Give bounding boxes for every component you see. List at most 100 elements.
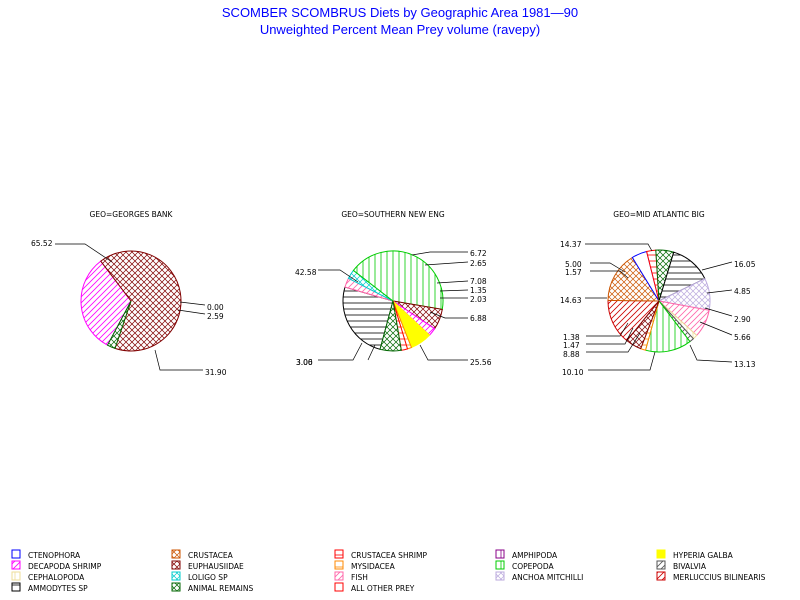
leader-line (429, 311, 468, 319)
slice-value-label: 7.08 (470, 277, 487, 286)
leader-line (590, 270, 629, 279)
leader-line (585, 243, 653, 252)
leader-line (419, 344, 468, 361)
leader-line (586, 327, 634, 345)
legend-item: HYPERIA GALBA (656, 549, 734, 560)
slice-value-label: 14.63 (560, 296, 582, 305)
leader-line (706, 289, 733, 294)
slice-value-label: 25.56 (470, 358, 492, 367)
legend-item: CRUSTACEA (171, 549, 234, 560)
pie-panel-1: GEO=GEORGES BANK 65.52 0.002.59 31.90 (31, 210, 227, 377)
legend-label: EUPHAUSIIDAE (188, 562, 244, 571)
legend-item: MYSIDACEA (334, 560, 396, 571)
legend-label: AMPHIPODA (512, 551, 558, 560)
legend-item: ALL OTHER PREY (334, 582, 415, 593)
pie-panel-3: GEO=MID ATLANTIC BIG 14.37 5.001.57 16.05 4.… (560, 210, 756, 377)
pie-title: GEO=GEORGES BANK (90, 210, 174, 219)
slice-value-label: 6.72 (470, 249, 487, 258)
legend-label: MYSIDACEA (351, 562, 396, 571)
leader-line (590, 262, 626, 273)
legend-label: LOLIGO SP (188, 573, 228, 582)
legend: CTENOPHORA CRUSTACEA CRUSTACEA SHRIMP AMPHI… (11, 549, 766, 593)
legend-swatch (656, 549, 666, 559)
legend-item: MERLUCCIUS BILINEARIS (656, 571, 766, 582)
chart-subtitle: Unweighted Percent Mean Prey volume (rav… (259, 22, 541, 37)
legend-swatch (11, 571, 21, 581)
legend-item: AMMODYTES SP (11, 582, 88, 593)
legend-label: CRUSTACEA SHRIMP (351, 551, 427, 560)
leader-line (689, 344, 733, 363)
slice-value-label: 2.65 (470, 259, 487, 268)
leader-line (439, 289, 469, 292)
legend-item: AMPHIPODA (495, 549, 558, 560)
slice-value-label: 5.66 (734, 333, 751, 342)
pie-slice (352, 250, 444, 310)
legend-swatch (334, 571, 344, 581)
pie-title: GEO=SOUTHERN NEW ENG (341, 210, 445, 219)
leader-line (586, 322, 629, 337)
legend-label: FISH (351, 573, 368, 582)
slice-value-label: 6.88 (470, 314, 487, 323)
legend-item: DECAPODA SHRIMP (11, 560, 102, 571)
legend-swatch (495, 560, 505, 570)
leader-line (55, 243, 113, 263)
legend-swatch (334, 549, 344, 559)
legend-swatch (495, 571, 505, 581)
legend-label: CEPHALOPODA (28, 573, 85, 582)
pie-slice (342, 286, 394, 350)
leader-line (177, 309, 206, 315)
legend-swatch (334, 582, 344, 592)
legend-label: COPEPODA (512, 562, 554, 571)
slice-value-label: 13.13 (734, 360, 756, 369)
slice-value-label: 1.57 (565, 268, 582, 277)
legend-swatch (171, 582, 181, 592)
legend-label: CTENOPHORA (28, 551, 81, 560)
leader-line (424, 261, 469, 266)
slice-value-label: 3.00 (296, 358, 313, 367)
slice-value-label: 5.00 (565, 260, 582, 269)
leader-line (411, 251, 468, 256)
legend-label: BIVALVIA (673, 562, 707, 571)
slice-value-label: 2.59 (207, 312, 224, 321)
slice-value-label: 0.00 (207, 303, 224, 312)
legend-label: ALL OTHER PREY (351, 584, 415, 593)
legend-swatch (11, 560, 21, 570)
leader-line (179, 301, 206, 306)
slice-value-label: 4.85 (734, 287, 751, 296)
legend-item: CEPHALOPODA (11, 571, 85, 582)
leader-line (154, 349, 203, 371)
leader-line (699, 321, 733, 336)
legend-item: EUPHAUSIIDAE (171, 560, 244, 571)
legend-item: LOLIGO SP (171, 571, 228, 582)
pie-slice (100, 250, 182, 352)
legend-swatch (495, 549, 505, 559)
legend-label: ANCHOA MITCHILLI (512, 573, 583, 582)
pie-panel-2: GEO=SOUTHERN NEW ENG 6.722.65 42.58 7.081.3… (295, 210, 492, 367)
legend-swatch (171, 560, 181, 570)
legend-item: ANCHOA MITCHILLI (495, 571, 583, 582)
pie-slice (379, 300, 402, 352)
legend-item: CTENOPHORA (11, 549, 81, 560)
leader-line (704, 307, 733, 317)
slice-value-label: 14.37 (560, 240, 582, 249)
slice-value-label: 31.90 (205, 368, 227, 377)
legend-item: FISH (334, 571, 368, 582)
slice-value-label: 1.35 (470, 286, 487, 295)
slice-value-label: 2.90 (734, 315, 751, 324)
pie-panels: GEO=GEORGES BANK 65.52 0.002.59 31.90 GEO=SO… (31, 210, 756, 377)
slice-value-label: 65.52 (31, 239, 53, 248)
chart-title-block: SCOMBER SCOMBRUS Diets by Geographic Are… (0, 4, 800, 38)
slice-value-label: 42.58 (295, 268, 317, 277)
legend-swatch (171, 571, 181, 581)
slice-value-label: 16.05 (734, 260, 756, 269)
slice-value-label: 2.03 (470, 295, 487, 304)
legend-item: CRUSTACEA SHRIMP (334, 549, 427, 560)
leader-line (367, 344, 376, 361)
legend-item: BIVALVIA (656, 560, 707, 571)
legend-label: HYPERIA GALBA (673, 551, 734, 560)
legend-swatch (171, 549, 181, 559)
legend-swatch (334, 560, 344, 570)
legend-label: ANIMAL REMAINS (188, 584, 253, 593)
pie-slice (106, 300, 132, 350)
